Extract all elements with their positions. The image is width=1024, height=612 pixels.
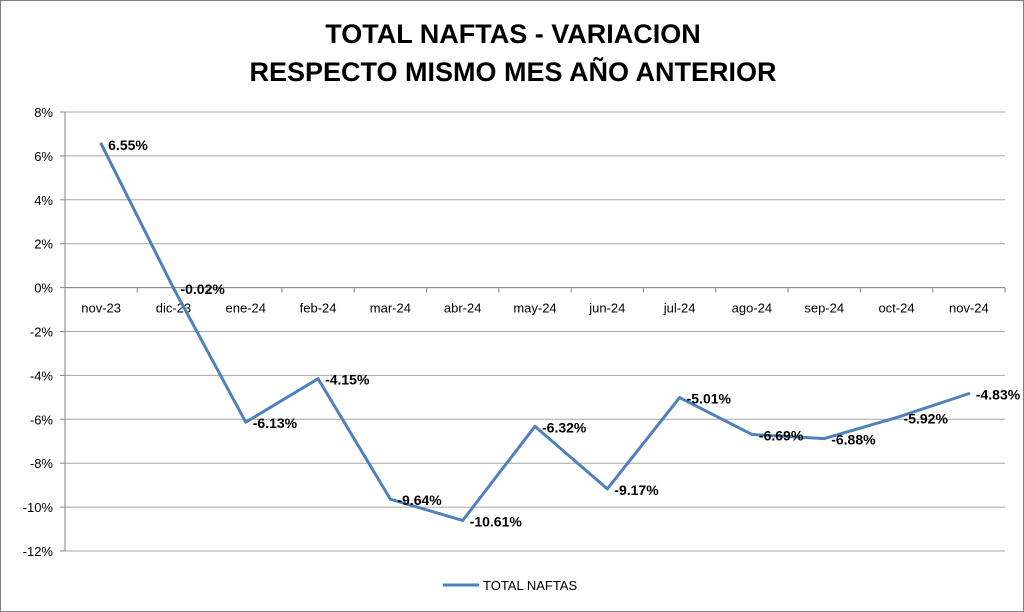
- y-tick-label: 6%: [34, 149, 53, 164]
- data-label: -6.13%: [253, 415, 298, 431]
- data-point: [750, 432, 754, 436]
- data-point: [678, 396, 682, 400]
- data-point: [533, 424, 537, 428]
- gridlines: [65, 111, 1005, 552]
- data-point: [99, 142, 103, 146]
- y-tick-label: -2%: [30, 325, 54, 340]
- data-point: [822, 437, 826, 441]
- data-label: -0.02%: [180, 281, 225, 297]
- data-point: [171, 286, 175, 290]
- y-tick-label: -10%: [23, 500, 54, 515]
- x-tick-label: abr-24: [444, 301, 482, 316]
- chart-title: TOTAL NAFTAS - VARIACION RESPECTO MISMO …: [1, 15, 1024, 91]
- data-label: -9.17%: [614, 482, 659, 498]
- y-tick-label: -6%: [30, 412, 54, 427]
- y-axis-ticks: 8% 6% 4% 2% 0% -2% -4% -6% -8% -10% -12%: [23, 105, 65, 559]
- x-tick-label: jun-24: [588, 301, 625, 316]
- y-tick-label: 4%: [34, 193, 53, 208]
- data-label: -9.64%: [397, 492, 442, 508]
- data-label: -6.88%: [831, 432, 876, 448]
- x-tick-label: feb-24: [300, 301, 337, 316]
- data-point: [388, 497, 392, 501]
- data-label: 6.55%: [108, 137, 148, 153]
- y-tick-label: 2%: [34, 237, 53, 252]
- data-label: -5.01%: [687, 391, 732, 407]
- y-tick-label: 0%: [34, 281, 53, 296]
- x-tick-label: ago-24: [732, 301, 772, 316]
- x-tick-label: nov-24: [949, 301, 989, 316]
- data-label: -6.32%: [542, 419, 587, 435]
- y-tick-label: -4%: [30, 368, 54, 383]
- legend: TOTAL NAFTAS: [443, 578, 577, 593]
- x-axis-ticks: nov-23 dic-23 ene-24 feb-24 mar-24 abr-24 may-…: [64, 287, 1006, 316]
- data-label: -6.69%: [759, 427, 804, 443]
- x-tick-label: ene-24: [226, 301, 266, 316]
- data-label: -5.92%: [904, 411, 949, 427]
- chart-title-line-1: TOTAL NAFTAS - VARIACION: [325, 19, 701, 49]
- data-point: [967, 392, 971, 396]
- data-point: [605, 487, 609, 491]
- data-point: [461, 518, 465, 522]
- data-label: -4.15%: [325, 372, 370, 388]
- data-label: -4.83%: [976, 387, 1021, 403]
- x-tick-label: mar-24: [370, 301, 411, 316]
- x-tick-label: nov-23: [81, 301, 121, 316]
- y-tick-label: 8%: [34, 105, 53, 120]
- data-point: [895, 416, 899, 420]
- y-tick-label: -8%: [30, 456, 54, 471]
- data-point: [316, 377, 320, 381]
- x-tick-label: jul-24: [663, 301, 696, 316]
- x-tick-label: may-24: [513, 301, 556, 316]
- x-tick-label: oct-24: [878, 301, 914, 316]
- series-group: [99, 142, 971, 522]
- data-label: -10.61%: [470, 513, 523, 529]
- data-labels: 6.55% -0.02% -6.13% -4.15% -9.64% -10.61% -6.3…: [108, 137, 1021, 530]
- y-tick-label: -12%: [23, 544, 54, 559]
- legend-label: TOTAL NAFTAS: [483, 578, 577, 593]
- data-point: [244, 420, 248, 424]
- x-tick-label: sep-24: [804, 301, 844, 316]
- chart-title-line-2: RESPECTO MISMO MES AÑO ANTERIOR: [249, 57, 777, 87]
- series-line-total-naftas: [99, 143, 970, 522]
